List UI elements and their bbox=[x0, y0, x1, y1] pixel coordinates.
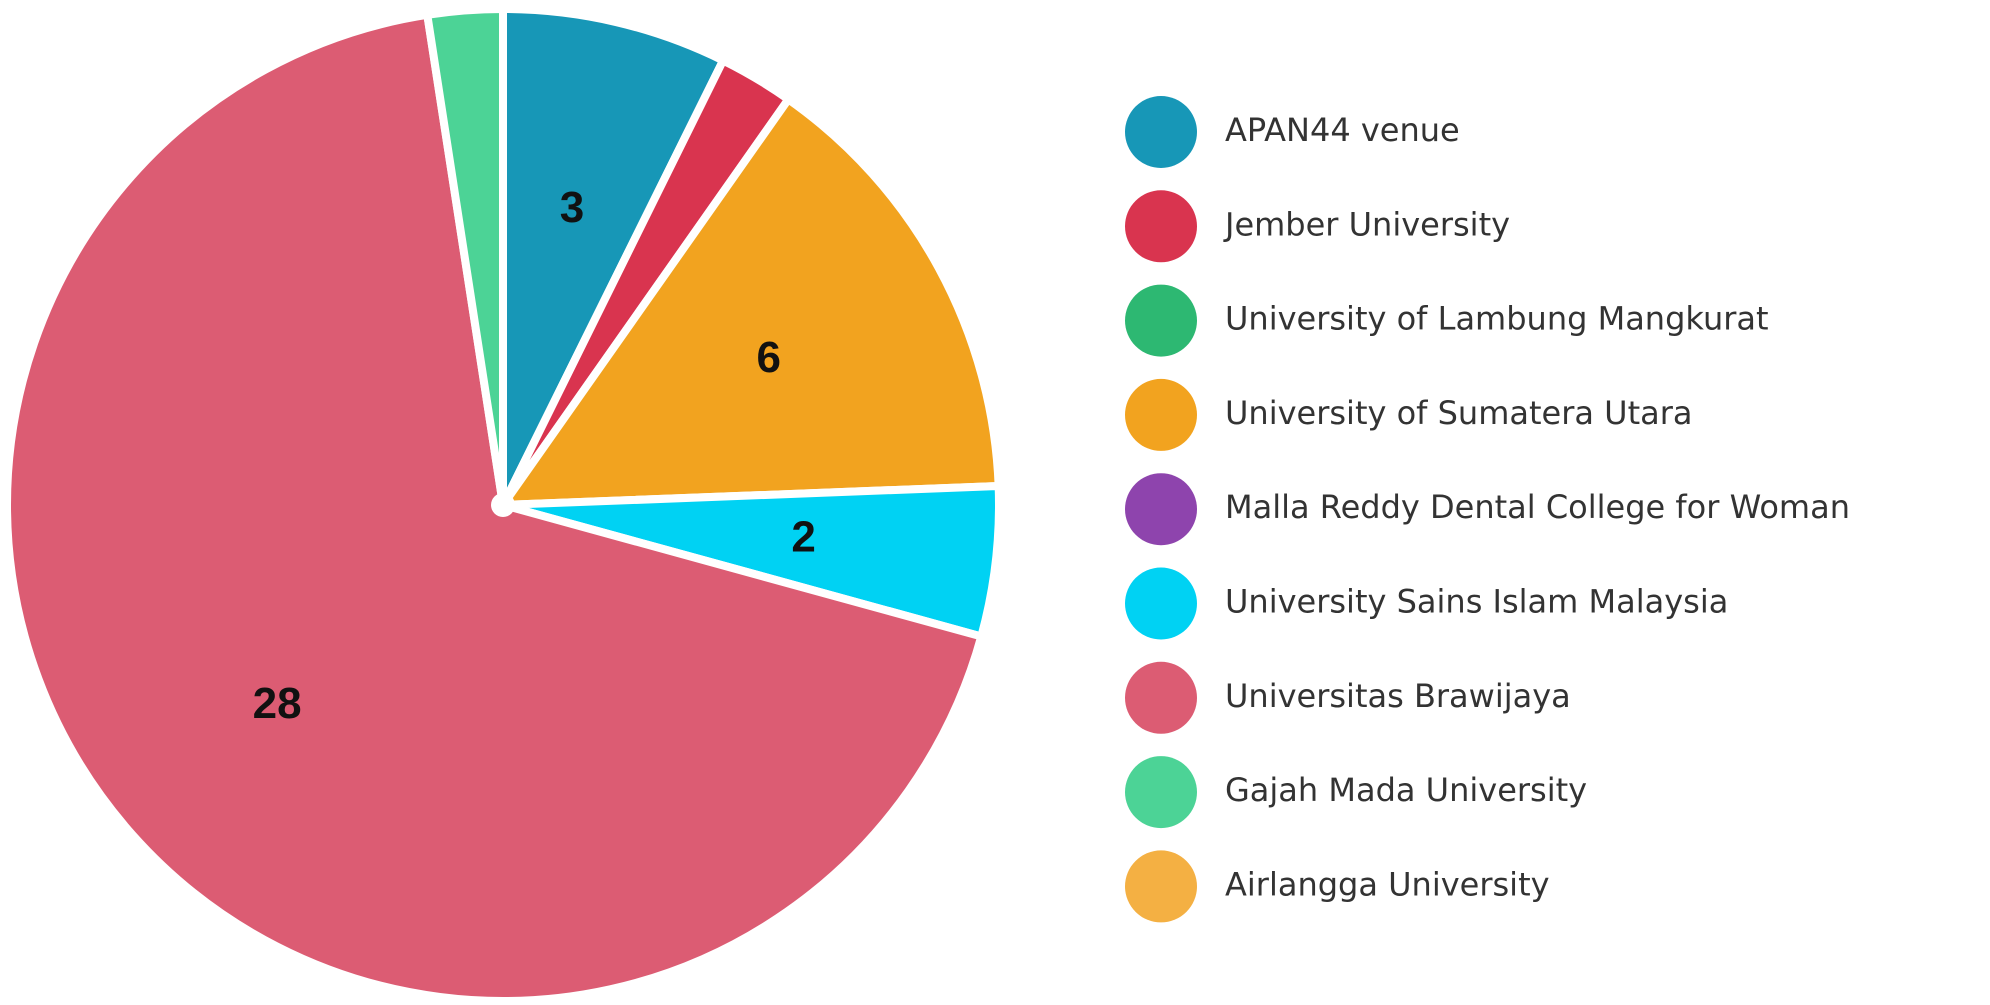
pie-center bbox=[491, 493, 515, 517]
legend-text: Jember University bbox=[1223, 205, 1510, 243]
legend-text: APAN44 venue bbox=[1225, 111, 1460, 149]
legend: APAN44 venue Jember University University … bbox=[1125, 96, 1850, 923]
legend-swatch bbox=[1125, 284, 1197, 357]
legend-swatch bbox=[1125, 850, 1197, 923]
legend-swatch bbox=[1125, 378, 1197, 451]
pie-slice bbox=[423, 5, 507, 509]
slice-label: 28 bbox=[253, 679, 302, 728]
legend-text: Airlangga University bbox=[1225, 865, 1550, 903]
legend-text: University Sains Islam Malaysia bbox=[1225, 583, 1728, 621]
slice-label: 3 bbox=[560, 183, 584, 232]
legend-text: University of Sumatera Utara bbox=[1225, 394, 1693, 432]
legend-swatch bbox=[1125, 756, 1197, 829]
pie-slice bbox=[499, 5, 728, 509]
legend-swatch bbox=[1125, 473, 1197, 546]
legend-swatch bbox=[1125, 190, 1197, 263]
legend-text: Malla Reddy Dental College for Woman bbox=[1225, 488, 1850, 526]
legend-text: Gajah Mada University bbox=[1225, 771, 1587, 809]
slice-label: 2 bbox=[791, 512, 815, 561]
legend-swatch bbox=[1125, 567, 1197, 640]
pie-slice bbox=[499, 95, 1003, 509]
legend-text: University of Lambung Mangkurat bbox=[1225, 300, 1769, 338]
legend-swatch bbox=[1125, 661, 1197, 734]
legend-swatch bbox=[1125, 96, 1197, 168]
slice-label: 6 bbox=[757, 333, 781, 382]
legend-text: Universitas Brawijaya bbox=[1225, 677, 1571, 715]
